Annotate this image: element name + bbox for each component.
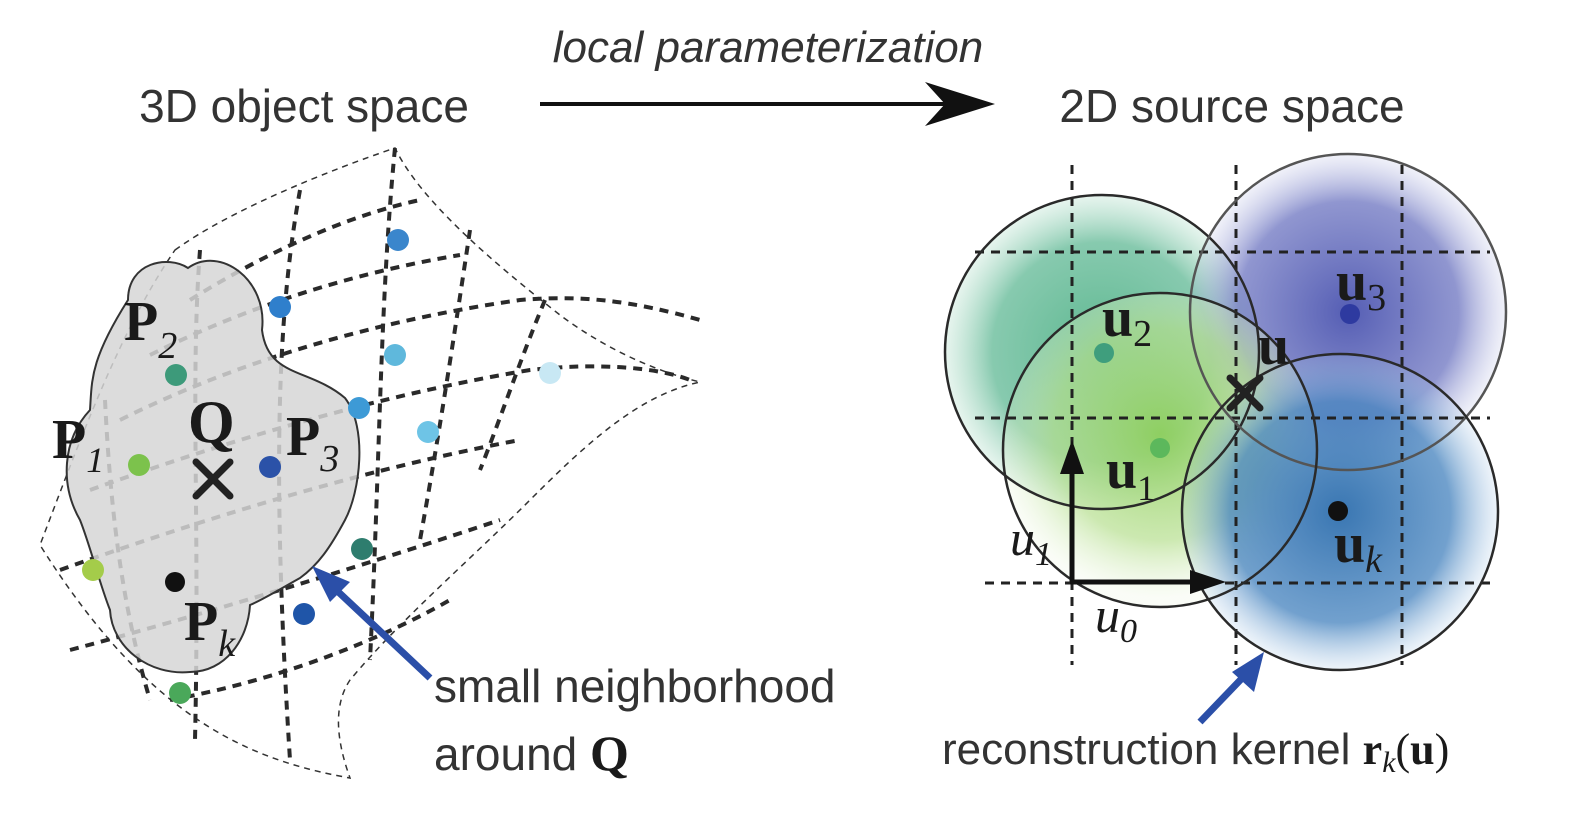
label-u1: u1 — [1106, 439, 1155, 508]
neighborhood-annotation-line1: small neighborhood — [434, 660, 836, 712]
label-u2: u2 — [1102, 287, 1152, 355]
kernel-outlines — [943, 152, 1508, 672]
u1-dot — [1150, 438, 1170, 458]
label-u: u — [1258, 315, 1289, 377]
surface-point — [293, 603, 315, 625]
u2-dot — [1094, 343, 1114, 363]
local-axes — [1060, 440, 1226, 594]
kernel-annotation: reconstruction kernel rk(u) — [942, 725, 1449, 779]
label-q: Q — [188, 389, 235, 455]
point-p1-dot — [128, 454, 150, 476]
label-u3: u3 — [1336, 251, 1386, 319]
point-p2-dot — [165, 364, 187, 386]
label-p3: P3 — [286, 406, 339, 480]
top-caption: local parameterization — [553, 23, 983, 72]
surface-point — [539, 362, 561, 384]
label-pk: Pk — [184, 591, 236, 665]
uk-dot — [1328, 501, 1348, 521]
axis-label-u1: u1 — [1010, 510, 1052, 573]
axis-label-u0: u0 — [1095, 587, 1137, 650]
u-marker — [1226, 374, 1264, 412]
surface-point — [348, 397, 370, 419]
right-title: 2D source space — [1059, 80, 1404, 132]
point-pk-dot — [165, 572, 185, 592]
surface-point — [351, 538, 373, 560]
kernel-centers — [1094, 304, 1360, 521]
left-title: 3D object space — [139, 80, 469, 132]
surface-point — [384, 344, 406, 366]
point-p3-dot — [259, 456, 281, 478]
u3-dot — [1340, 304, 1360, 324]
neighborhood-region — [65, 259, 361, 674]
label-p2: P2 — [124, 291, 177, 367]
neighborhood-arrow — [312, 566, 433, 681]
surface-point — [82, 559, 104, 581]
kernel-arrow — [1197, 652, 1264, 725]
surface-point — [169, 682, 191, 704]
label-p1: P1 — [52, 409, 104, 480]
neighborhood-annotation-line2: around Q — [434, 725, 629, 781]
parameterization-arrow — [540, 82, 995, 126]
surface-point — [387, 229, 409, 251]
surface-point — [269, 296, 291, 318]
label-uk: uk — [1334, 513, 1383, 581]
q-marker — [192, 458, 234, 500]
surface-point — [417, 421, 439, 443]
surface-points — [82, 229, 561, 704]
